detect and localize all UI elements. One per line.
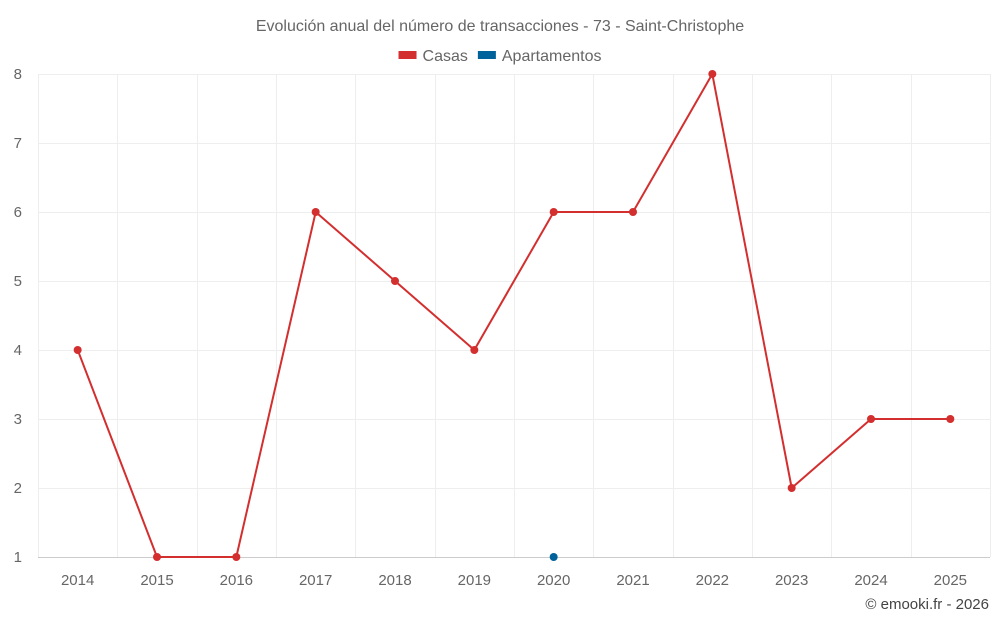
series-points: [73, 70, 955, 561]
x-tick-label: 2017: [299, 572, 332, 589]
x-tick-label: 2023: [775, 572, 808, 589]
series-line-casas: [76, 73, 951, 558]
data-point-casas[interactable]: [867, 415, 875, 423]
y-tick-label: 8: [14, 66, 22, 83]
data-point-casas[interactable]: [787, 484, 796, 492]
x-tick-label: 2025: [934, 572, 967, 589]
vertical-gridlines: [38, 74, 991, 557]
data-point-casas[interactable]: [946, 415, 955, 423]
x-tick-label: 2015: [140, 572, 173, 589]
legend-label: Casas: [423, 48, 468, 65]
x-tick-label: 2016: [220, 572, 253, 589]
chart-title: Evolución anual del número de transaccio…: [256, 18, 744, 35]
data-point-casas[interactable]: [232, 553, 241, 561]
legend-item-casas[interactable]: Casas: [398, 48, 468, 65]
data-point-apartamentos[interactable]: [549, 553, 558, 561]
credit-text: © emooki.fr - 2026: [865, 596, 989, 613]
y-tick-label: 1: [14, 549, 22, 566]
y-tick-label: 2: [14, 480, 22, 497]
data-point-casas[interactable]: [153, 553, 161, 561]
legend-swatch: [477, 51, 496, 59]
legend-item-apartamentos[interactable]: Apartamentos: [477, 48, 602, 65]
data-point-casas[interactable]: [629, 208, 637, 216]
y-tick-label: 3: [14, 411, 22, 428]
legend: Casas Apartamentos: [398, 48, 602, 65]
data-point-casas[interactable]: [708, 70, 717, 78]
y-axis-ticks: 1 2 3 4 5 6 7 8: [14, 66, 22, 566]
data-point-casas[interactable]: [311, 208, 320, 216]
legend-label: Apartamentos: [502, 48, 602, 65]
data-point-casas[interactable]: [470, 346, 479, 354]
y-tick-label: 5: [14, 273, 22, 290]
x-tick-label: 2014: [61, 572, 94, 589]
x-axis-ticks: 2014 2015 2016 2017 2018 2019 2020 2021 2022 2023…: [61, 572, 967, 589]
data-point-casas[interactable]: [73, 346, 82, 354]
data-point-casas[interactable]: [549, 208, 558, 216]
x-tick-label: 2019: [458, 572, 491, 589]
x-tick-label: 2020: [537, 572, 570, 589]
data-point-casas[interactable]: [391, 277, 399, 285]
y-tick-label: 4: [14, 342, 22, 359]
y-tick-label: 6: [14, 204, 22, 221]
x-tick-label: 2018: [378, 572, 411, 589]
series-lines: [76, 73, 951, 558]
y-tick-label: 7: [14, 135, 22, 152]
x-tick-label: 2024: [854, 572, 887, 589]
legend-swatch: [398, 51, 417, 59]
x-tick-label: 2022: [696, 572, 729, 589]
x-tick-label: 2021: [616, 572, 649, 589]
